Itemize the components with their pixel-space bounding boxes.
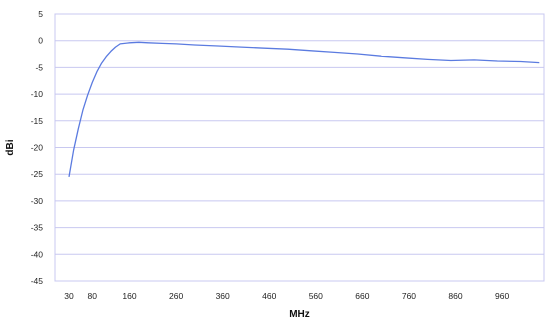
y-tick-label: -5 [35, 62, 43, 72]
x-axis-title: MHz [289, 309, 310, 320]
y-tick-label: -40 [31, 249, 44, 259]
x-tick-label: 30 [64, 291, 74, 301]
y-axis-ticks: 5 0 -5 -10 -15 -20 -25 -30 -35 -40 -45 [31, 9, 44, 286]
y-tick-label: -10 [31, 89, 44, 99]
series-line-0 [68, 41, 540, 178]
x-tick-label: 560 [309, 291, 323, 301]
y-tick-label: -35 [31, 223, 44, 233]
y-tick-label: -45 [31, 276, 44, 286]
x-axis-ticks: 30 80 160 260 360 460 560 660 760 860 960 [64, 291, 509, 301]
y-tick-label: 0 [38, 36, 43, 46]
x-tick-label: 260 [169, 291, 183, 301]
x-tick-label: 960 [495, 291, 509, 301]
y-tick-label: -30 [31, 196, 44, 206]
y-tick-label: -25 [31, 169, 44, 179]
y-tick-label: 5 [38, 9, 43, 19]
x-tick-label: 760 [402, 291, 416, 301]
y-axis-title: dBi [5, 139, 16, 155]
x-tick-label: 660 [355, 291, 369, 301]
plot-area-border [54, 13, 545, 282]
y-tick-label: -20 [31, 143, 44, 153]
x-tick-label: 80 [88, 291, 98, 301]
y-tick-label: -15 [31, 116, 44, 126]
x-tick-label: 460 [262, 291, 276, 301]
series-group [68, 41, 540, 178]
x-tick-label: 160 [122, 291, 136, 301]
x-tick-label: 860 [448, 291, 462, 301]
x-tick-label: 360 [216, 291, 230, 301]
